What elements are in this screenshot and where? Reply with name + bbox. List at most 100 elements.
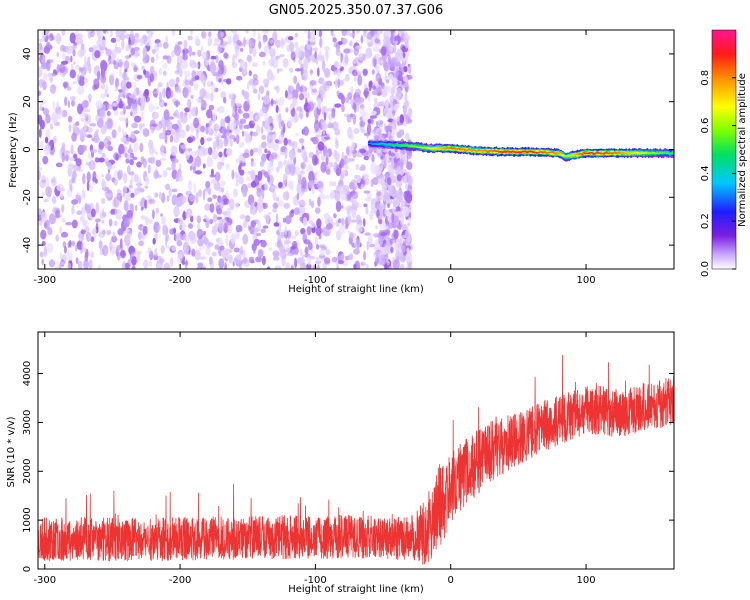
noise-speckle bbox=[363, 190, 371, 194]
noise-speckle bbox=[216, 207, 223, 215]
noise-speckle bbox=[395, 211, 403, 217]
noise-speckle bbox=[82, 173, 86, 185]
noise-speckle bbox=[154, 247, 158, 257]
noise-speckle bbox=[373, 250, 381, 258]
noise-speckle bbox=[251, 62, 259, 67]
noise-speckle bbox=[69, 96, 76, 101]
noise-speckle bbox=[75, 158, 82, 167]
noise-speckle bbox=[262, 225, 269, 229]
noise-speckle bbox=[77, 260, 83, 269]
noise-speckle bbox=[263, 95, 270, 105]
noise-speckle bbox=[148, 102, 154, 113]
noise-speckle bbox=[200, 45, 204, 52]
noise-speckle bbox=[258, 85, 265, 94]
noise-speckle bbox=[204, 203, 210, 211]
noise-speckle bbox=[166, 195, 170, 202]
noise-speckle bbox=[88, 93, 92, 100]
noise-speckle bbox=[55, 209, 60, 219]
noise-speckle bbox=[89, 183, 93, 193]
noise-speckle bbox=[219, 180, 226, 187]
noise-speckle bbox=[324, 152, 330, 158]
noise-speckle bbox=[294, 112, 298, 123]
noise-speckle bbox=[145, 195, 152, 199]
x-tick-label: 100 bbox=[576, 575, 595, 586]
noise-speckle bbox=[134, 32, 140, 39]
noise-speckle bbox=[179, 129, 186, 139]
noise-speckle bbox=[304, 246, 309, 255]
noise-speckle bbox=[43, 246, 47, 258]
noise-speckle bbox=[336, 90, 340, 97]
noise-speckle bbox=[380, 161, 384, 171]
noise-speckle bbox=[260, 239, 267, 248]
noise-speckle bbox=[334, 77, 338, 89]
noise-speckle bbox=[266, 117, 270, 128]
noise-speckle bbox=[403, 206, 410, 218]
noise-speckle bbox=[84, 133, 88, 137]
noise-speckle bbox=[46, 242, 54, 253]
noise-speckle bbox=[397, 189, 404, 198]
noise-speckle bbox=[276, 166, 280, 173]
noise-speckle bbox=[393, 68, 399, 78]
noise-speckle bbox=[405, 192, 413, 204]
noise-speckle bbox=[334, 103, 342, 108]
noise-speckle bbox=[130, 255, 137, 266]
noise-speckle bbox=[115, 208, 122, 220]
noise-speckle bbox=[144, 176, 149, 182]
noise-speckle bbox=[314, 51, 317, 60]
noise-speckle bbox=[228, 92, 236, 99]
noise-speckle bbox=[92, 176, 97, 183]
noise-speckle bbox=[75, 121, 80, 126]
noise-speckle bbox=[58, 263, 62, 269]
noise-speckle bbox=[79, 128, 83, 139]
noise-speckle bbox=[317, 196, 321, 207]
noise-speckle bbox=[50, 77, 53, 83]
noise-speckle bbox=[329, 192, 335, 199]
noise-speckle bbox=[296, 82, 300, 93]
noise-speckle bbox=[51, 176, 57, 187]
noise-speckle bbox=[398, 131, 403, 138]
noise-speckle bbox=[197, 262, 204, 268]
noise-speckle bbox=[278, 134, 285, 143]
noise-speckle bbox=[220, 91, 227, 99]
noise-speckle bbox=[333, 189, 337, 193]
noise-speckle bbox=[294, 41, 299, 49]
noise-speckle bbox=[69, 157, 75, 162]
noise-speckle bbox=[342, 78, 348, 82]
noise-speckle bbox=[231, 169, 235, 180]
noise-speckle bbox=[385, 39, 392, 48]
noise-speckle bbox=[347, 126, 353, 139]
noise-speckle bbox=[80, 117, 85, 122]
noise-speckle bbox=[272, 31, 278, 43]
noise-speckle bbox=[367, 235, 373, 246]
noise-speckle bbox=[389, 58, 397, 69]
noise-speckle bbox=[162, 62, 167, 70]
noise-speckle bbox=[339, 184, 343, 195]
noise-speckle bbox=[236, 75, 243, 81]
noise-speckle bbox=[369, 115, 377, 119]
noise-speckle bbox=[157, 82, 163, 88]
noise-speckle bbox=[349, 33, 356, 37]
noise-speckle bbox=[182, 210, 186, 221]
noise-speckle bbox=[233, 111, 240, 121]
noise-speckle bbox=[220, 74, 224, 85]
noise-speckle bbox=[206, 137, 213, 142]
noise-speckle bbox=[180, 144, 187, 149]
noise-speckle bbox=[295, 132, 299, 137]
noise-speckle bbox=[324, 259, 331, 265]
noise-speckle bbox=[247, 225, 251, 231]
noise-speckle bbox=[110, 37, 117, 43]
noise-speckle bbox=[372, 85, 376, 91]
noise-speckle bbox=[298, 199, 306, 208]
noise-speckle bbox=[338, 79, 345, 86]
noise-speckle bbox=[386, 200, 394, 204]
noise-speckle bbox=[250, 259, 255, 264]
noise-speckle bbox=[287, 142, 295, 146]
noise-speckle bbox=[205, 59, 210, 66]
noise-speckle bbox=[272, 202, 279, 209]
noise-speckle bbox=[393, 42, 397, 54]
noise-speckle bbox=[155, 207, 159, 214]
noise-speckle bbox=[196, 223, 201, 231]
noise-speckle bbox=[40, 229, 47, 240]
y-tick-label: 4000 bbox=[22, 361, 33, 386]
noise-speckle bbox=[200, 125, 206, 133]
